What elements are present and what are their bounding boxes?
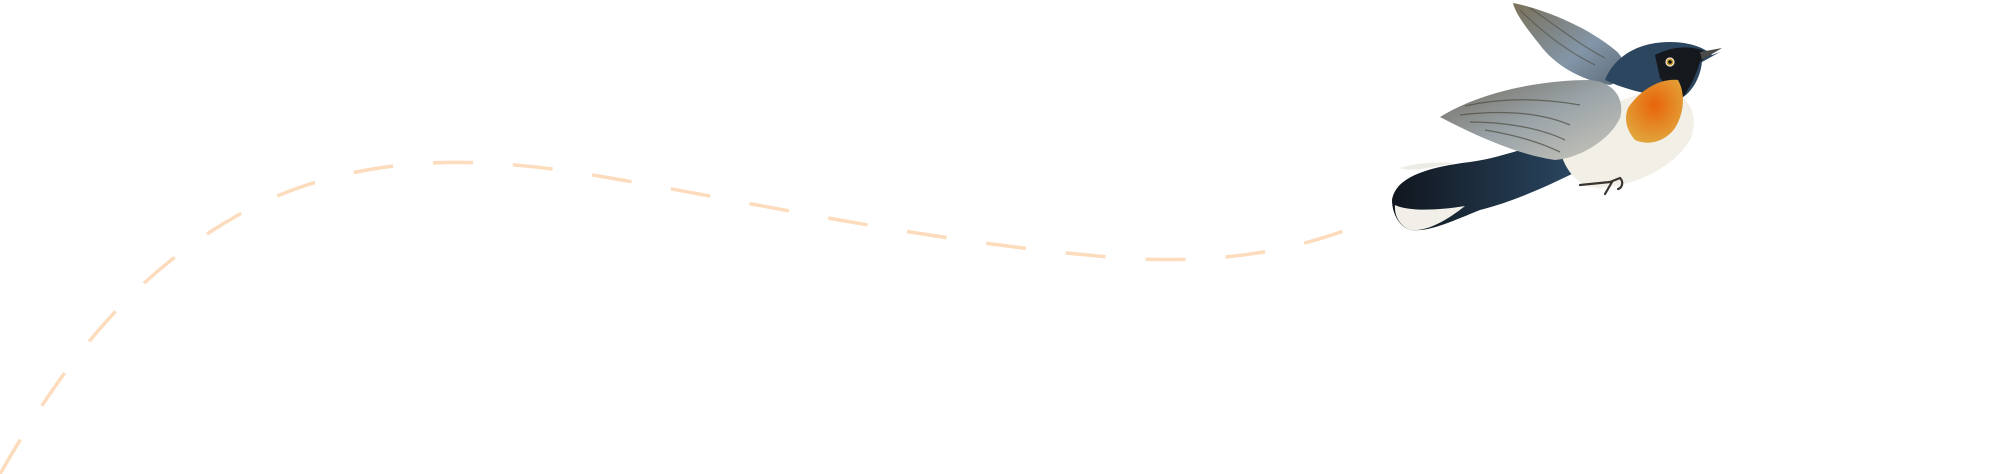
bird-orange-throat	[1626, 79, 1683, 143]
bird-feet	[1578, 176, 1624, 196]
flight-path-dashed-line	[0, 160, 1361, 474]
bird-lower-wing	[1440, 80, 1622, 160]
bird-upper-wing	[1513, 3, 1625, 85]
bird-beak	[1700, 48, 1722, 60]
bird-tail-white-tips	[1394, 205, 1465, 231]
bird-icon	[1392, 3, 1722, 231]
